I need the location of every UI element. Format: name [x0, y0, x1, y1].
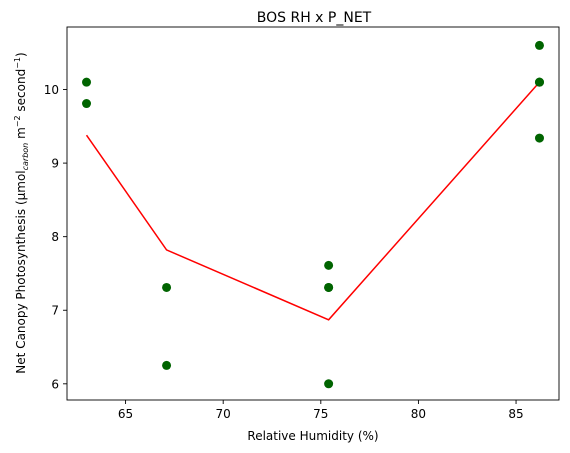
data-point [324, 260, 334, 270]
x-tick-label: 80 [411, 407, 426, 421]
x-tick-label: 70 [216, 407, 231, 421]
y-tick-label: 10 [44, 83, 59, 97]
y-axis-label-sup-s: −1 [13, 57, 22, 69]
y-axis: 6 7 8 9 10 [44, 83, 67, 391]
data-point [534, 77, 544, 87]
data-point [324, 379, 334, 389]
y-axis-label-close: ) [14, 52, 28, 57]
data-point [162, 360, 172, 370]
plot-area [82, 40, 544, 389]
y-axis-label-sup-m: −2 [13, 115, 22, 127]
x-tick-label: 85 [508, 407, 523, 421]
chart-title: BOS RH x P_NET [257, 10, 372, 26]
x-axis: 65 70 75 80 85 [118, 400, 524, 421]
data-point [324, 282, 334, 292]
x-axis-label: Relative Humidity (%) [247, 429, 378, 443]
y-axis-label-main: Net Canopy Photosynthesis (μmol [14, 170, 28, 373]
x-tick-label: 65 [118, 407, 133, 421]
data-point [162, 282, 172, 292]
y-axis-label: Net Canopy Photosynthesis (μmolcarbon m−… [13, 52, 30, 373]
axes-frame [66, 26, 560, 401]
data-point [534, 133, 544, 143]
x-tick-label: 75 [313, 407, 328, 421]
data-point [534, 40, 544, 50]
data-point [82, 99, 92, 109]
y-tick-label: 6 [51, 377, 59, 391]
y-axis-label-unit-m: m [14, 127, 28, 143]
y-tick-label: 7 [51, 304, 59, 318]
y-tick-label: 9 [51, 157, 59, 171]
y-tick-label: 8 [51, 230, 59, 244]
trend-line [85, 81, 541, 321]
y-axis-label-unit-s: second [14, 69, 28, 116]
data-point [82, 77, 92, 87]
y-axis-label-subscript: carbon [21, 143, 30, 171]
